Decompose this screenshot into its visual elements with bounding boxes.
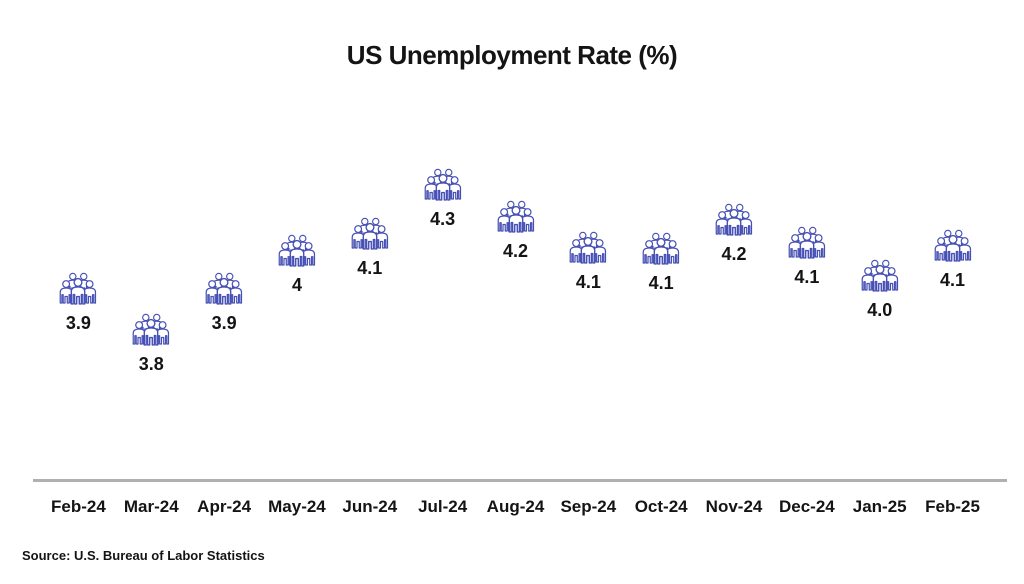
x-axis-labels: Feb-24 Mar-24 Apr-24 May-24 Jun-24 Jul-24 Aug-… bbox=[42, 497, 989, 517]
x-axis-label-oct-24: Oct-24 bbox=[634, 497, 688, 516]
value-label: 4.1 bbox=[357, 258, 383, 278]
data-point-oct-24: 4.1 bbox=[631, 231, 691, 294]
people-group-icon bbox=[422, 167, 464, 205]
x-axis-label-apr-24: Apr-24 bbox=[197, 497, 252, 516]
plot-area: 3.9 3.8 3.9 4 4.1 4.3 4.2 4.1 4.1 4.2 4.1 4.0 4.1 bbox=[0, 0, 1024, 375]
x-axis-label-jul-24: Jul-24 bbox=[418, 497, 468, 516]
people-group-icon bbox=[786, 225, 828, 263]
value-label: 4.3 bbox=[430, 209, 456, 229]
people-group-icon bbox=[276, 233, 318, 271]
source-note: Source: U.S. Bureau of Labor Statistics bbox=[22, 548, 265, 563]
value-label: 3.9 bbox=[211, 313, 237, 333]
people-group-icon bbox=[349, 216, 391, 254]
x-axis-label-sep-24: Sep-24 bbox=[560, 497, 617, 516]
value-label: 4.2 bbox=[721, 244, 747, 264]
x-axis-label-nov-24: Nov-24 bbox=[705, 497, 763, 516]
x-axis-label-jun-24: Jun-24 bbox=[342, 497, 398, 516]
people-group-icon bbox=[932, 228, 974, 266]
value-label: 4.1 bbox=[794, 267, 820, 287]
data-point-jul-24: 4.3 bbox=[413, 167, 473, 230]
value-label: 4.1 bbox=[940, 270, 966, 290]
data-point-feb-24: 3.9 bbox=[48, 271, 108, 334]
value-label: 4.1 bbox=[575, 272, 601, 292]
value-label: 4.2 bbox=[502, 241, 529, 261]
data-point-may-24: 4 bbox=[267, 233, 327, 296]
x-axis-label-aug-24: Aug-24 bbox=[486, 497, 545, 516]
x-axis-label-mar-24: Mar-24 bbox=[123, 497, 179, 516]
people-group-icon bbox=[495, 199, 537, 237]
data-point-jan-25: 4.0 bbox=[850, 258, 910, 321]
value-label: 4.1 bbox=[648, 273, 674, 293]
x-axis-label-may-24: May-24 bbox=[268, 497, 326, 516]
data-point-aug-24: 4.2 bbox=[486, 199, 546, 262]
people-group-icon bbox=[130, 312, 172, 350]
people-group-icon bbox=[859, 258, 901, 296]
value-label: 4.0 bbox=[867, 300, 893, 320]
x-axis-line bbox=[33, 479, 1007, 482]
x-axis-label-jan-25: Jan-25 bbox=[852, 497, 907, 516]
data-point-mar-24: 3.8 bbox=[121, 312, 181, 375]
data-point-nov-24: 4.2 bbox=[704, 202, 764, 265]
chart-title: US Unemployment Rate (%) bbox=[346, 40, 678, 70]
people-group-icon bbox=[713, 202, 755, 240]
people-group-icon bbox=[567, 230, 609, 268]
x-axis-label-dec-24: Dec-24 bbox=[778, 497, 835, 516]
data-point-feb-25: 4.1 bbox=[923, 228, 983, 291]
value-label: 3.8 bbox=[138, 354, 164, 374]
value-label: 3.9 bbox=[65, 313, 91, 333]
data-point-apr-24: 3.9 bbox=[194, 271, 254, 334]
data-point-sep-24: 4.1 bbox=[558, 230, 618, 293]
x-axis-label-feb-24: Feb-24 bbox=[51, 497, 106, 516]
data-point-jun-24: 4.1 bbox=[340, 216, 400, 279]
data-point-dec-24: 4.1 bbox=[777, 225, 837, 288]
people-group-icon bbox=[57, 271, 99, 309]
x-axis-label-feb-25: Feb-25 bbox=[925, 497, 980, 516]
people-group-icon bbox=[203, 271, 245, 309]
people-group-icon bbox=[640, 231, 682, 269]
value-label: 4 bbox=[291, 275, 302, 295]
